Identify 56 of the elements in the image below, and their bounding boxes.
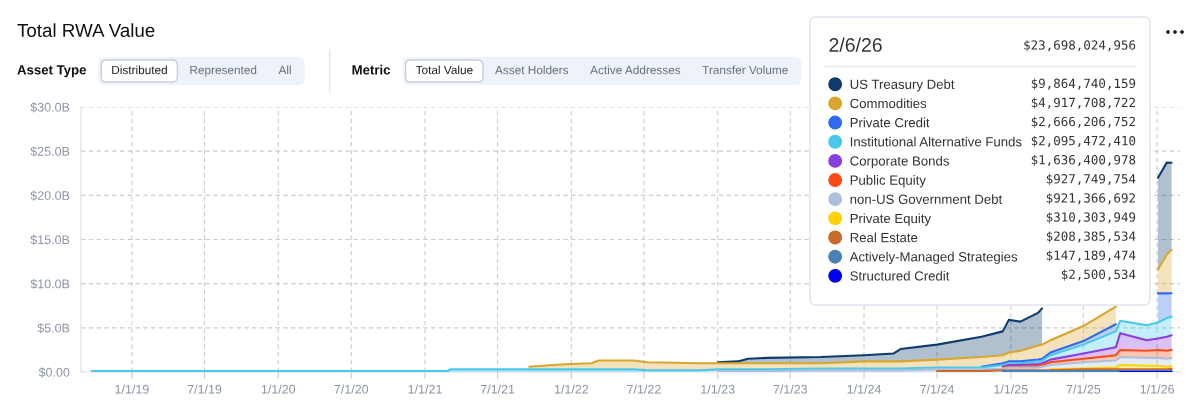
x-tick-label: 7/1/20: [334, 384, 369, 394]
text: Represented: [190, 65, 257, 77]
annotation: $927,749,754: [1046, 173, 1136, 186]
legend-label: Private Credit: [850, 117, 930, 128]
text: Asset Type: [17, 65, 86, 78]
text: Metric: [352, 64, 391, 75]
legend-label: Real Estate: [850, 232, 918, 243]
legend-label: Private Equity: [850, 213, 932, 226]
text: Active Addresses: [590, 65, 681, 75]
annotation: $2,500,534: [1061, 269, 1136, 281]
chart-title: Total RWA Value: [17, 23, 155, 38]
text: All: [278, 65, 291, 75]
y-tick-label: $15.0B: [30, 234, 70, 245]
text: $9,864,740,159: [1031, 78, 1136, 90]
y-tick-label: $20.0B: [30, 190, 70, 201]
text: Total Value: [415, 65, 473, 75]
annotation: $921,366,692: [1046, 192, 1135, 205]
annotation: $4,917,708,722: [1031, 97, 1135, 109]
text: Transfer Volume: [702, 65, 788, 75]
legend-label: Commodities: [850, 98, 927, 109]
x-tick-label: 1/1/25: [994, 384, 1028, 394]
y-tick-label: $5.0B: [37, 323, 70, 334]
x-tick-label: 1/1/26: [1140, 384, 1174, 394]
legend-label: Structured Credit: [850, 270, 950, 281]
annotation: $310,303,949: [1046, 212, 1136, 224]
legend-label: Actively-Managed Strategies: [849, 251, 1018, 265]
text: Asset Holders: [495, 65, 569, 75]
text: Distributed: [112, 65, 167, 75]
x-tick-label: 7/1/21: [480, 384, 515, 394]
text: $23,698,024,956: [1024, 40, 1136, 52]
x-tick-label: 1/1/23: [701, 384, 735, 394]
x-tick-label: 7/1/25: [1066, 384, 1101, 394]
y-tick-label: $25.0B: [30, 146, 70, 157]
x-tick-label: 1/1/22: [554, 384, 589, 394]
legend-label: Public Equity: [850, 175, 926, 188]
x-tick-label: 1/1/24: [847, 384, 882, 394]
annotation: $2,095,472,410: [1031, 135, 1136, 148]
legend-label: non-US Government Debt: [850, 194, 1003, 204]
x-tick-label: 7/1/24: [920, 384, 955, 394]
legend-label: Institutional Alternative Funds: [850, 136, 1022, 147]
x-tick-label: 1/1/20: [261, 384, 296, 394]
y-tick-label: $0.00: [38, 367, 70, 378]
annotation: $1,636,400,978: [1031, 154, 1136, 167]
annotation: $2,666,206,752: [1031, 116, 1135, 128]
x-tick-label: 7/1/22: [627, 384, 661, 394]
annotation: $147,189,474: [1046, 250, 1136, 262]
y-tick-label: $30.0B: [30, 102, 70, 113]
y-tick-label: $10.0B: [30, 278, 70, 290]
legend-title: 2/6/26: [829, 37, 882, 52]
x-tick-label: 1/1/19: [115, 384, 149, 394]
x-tick-label: 7/1/19: [187, 384, 222, 394]
annotation: $208,385,534: [1046, 231, 1136, 243]
x-tick-label: 1/1/21: [408, 384, 442, 394]
legend-label: US Treasury Debt: [850, 79, 955, 92]
legend-label: Corporate Bonds: [850, 155, 949, 169]
x-tick-label: 7/1/23: [773, 384, 808, 394]
